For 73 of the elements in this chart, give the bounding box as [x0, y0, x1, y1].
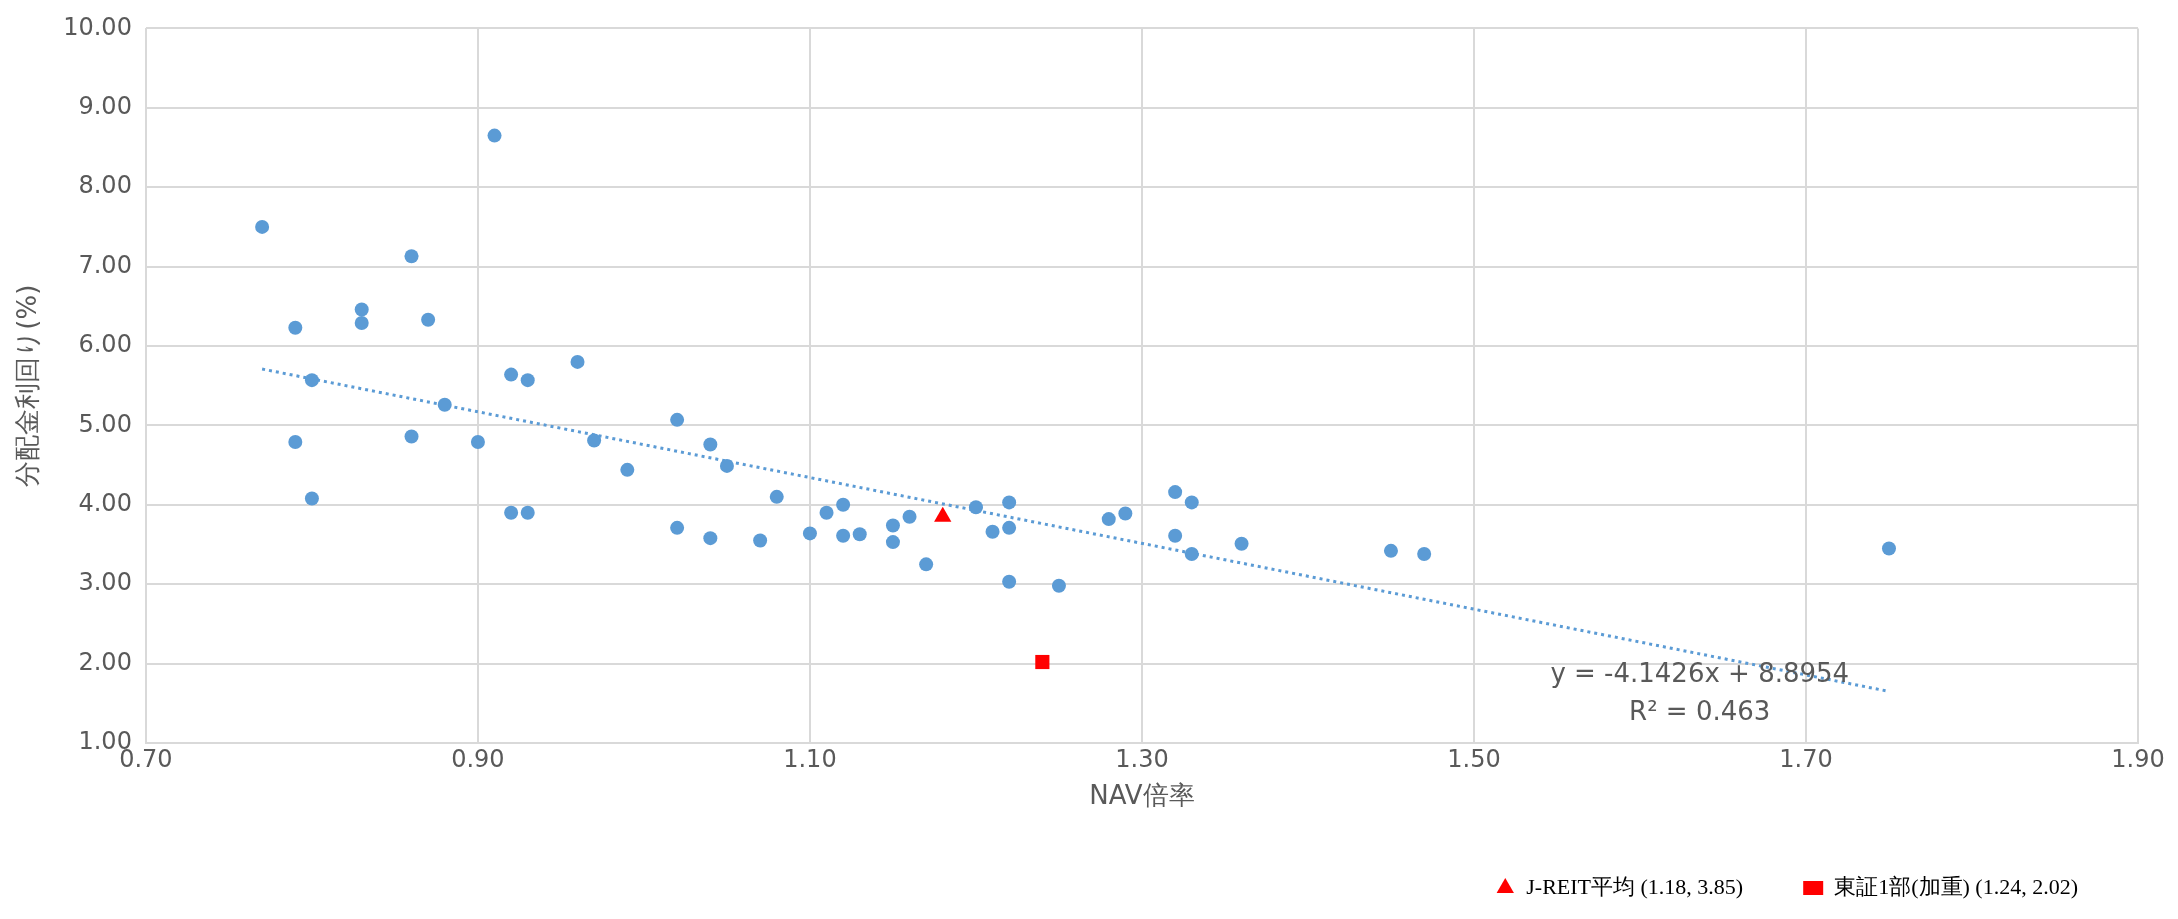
point: [354, 315, 369, 330]
point: [1881, 541, 1896, 556]
y-tick-label: 7.00: [78, 250, 132, 279]
point: [719, 458, 734, 473]
point: [304, 373, 319, 388]
point: [968, 500, 983, 515]
y-tick-label: 6.00: [78, 330, 132, 359]
point: [354, 302, 369, 317]
y-tick-label: 3.00: [78, 568, 132, 597]
point: [836, 528, 851, 543]
point: [836, 497, 851, 512]
x-tick-label: 1.90: [2111, 744, 2165, 773]
point: [1118, 506, 1133, 521]
x-tick-label: 1.50: [1447, 744, 1501, 773]
point: [769, 489, 784, 504]
legend-label: J-REIT平均 (1.18, 3.85): [1526, 873, 1744, 899]
point: [885, 518, 900, 533]
x-tick-label: 1.10: [783, 744, 837, 773]
y-tick-label: 8.00: [78, 171, 132, 200]
point: [304, 491, 319, 506]
point: [819, 505, 834, 520]
point: [620, 462, 635, 477]
y-tick-label: 10.00: [63, 12, 132, 41]
y-tick-label: 2.00: [78, 647, 132, 676]
point: [1417, 547, 1432, 562]
point: [1002, 495, 1017, 510]
y-axis-title: 分配金利回り(%): [12, 284, 43, 487]
legend-label: 東証1部(加重) (1.24, 2.02): [1834, 873, 2079, 899]
point: [1184, 495, 1199, 510]
point: [753, 533, 768, 548]
point: [1383, 543, 1398, 558]
point: [1101, 512, 1116, 527]
x-tick-label: 1.70: [1779, 744, 1833, 773]
point: [852, 527, 867, 542]
point: [1168, 485, 1183, 500]
point: [504, 367, 519, 382]
point: [437, 397, 452, 412]
point: [421, 312, 436, 327]
point: [885, 535, 900, 550]
point: [404, 429, 419, 444]
point: [504, 505, 519, 520]
y-tick-label: 4.00: [78, 489, 132, 518]
point: [919, 557, 934, 572]
point: [1184, 547, 1199, 562]
point: [587, 433, 602, 448]
point: [255, 219, 270, 234]
point: [1051, 578, 1066, 593]
point: [570, 354, 585, 369]
x-tick-label: 0.90: [451, 744, 505, 773]
annotation: R² = 0.463: [1629, 695, 1771, 726]
point: [1168, 528, 1183, 543]
point: [288, 435, 303, 450]
point: [902, 509, 917, 524]
point: [1002, 574, 1017, 589]
x-axis-title: NAV倍率: [1089, 780, 1195, 811]
point: [802, 526, 817, 541]
point: [1035, 654, 1050, 670]
point: [288, 320, 303, 335]
x-tick-label: 1.30: [1115, 744, 1169, 773]
point: [670, 412, 685, 427]
point: [520, 505, 535, 520]
point: [985, 524, 1000, 539]
point: [470, 435, 485, 450]
point: [487, 128, 502, 143]
point: [520, 373, 535, 388]
point: [703, 437, 718, 452]
point: [703, 531, 718, 546]
point: [1002, 520, 1017, 535]
point: [1234, 536, 1249, 551]
y-tick-label: 5.00: [78, 409, 132, 438]
point: [670, 520, 685, 535]
point: [404, 249, 419, 264]
y-tick-label: 9.00: [78, 92, 132, 121]
